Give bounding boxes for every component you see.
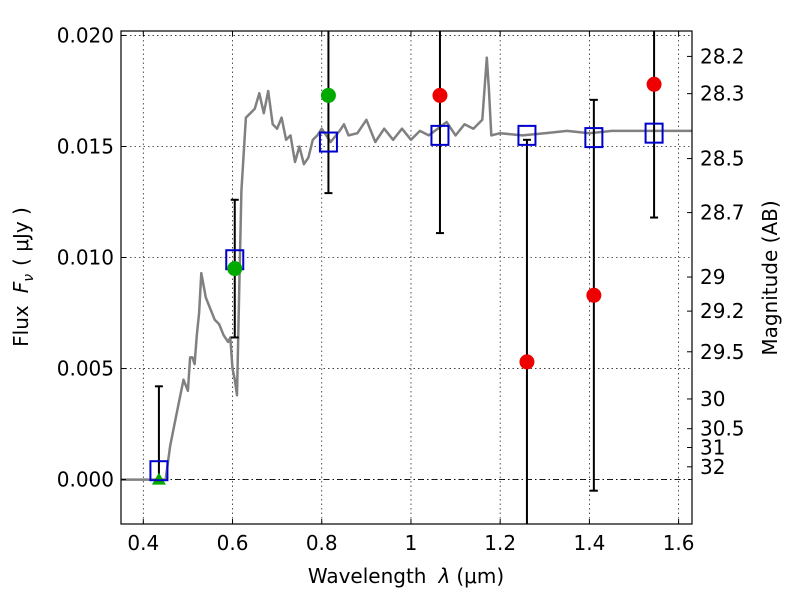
observed-flux-marker [432,87,448,103]
mag-tick-label: 31 [700,435,725,459]
mag-tick-label: 28.7 [700,201,745,225]
model-photometry-marker [149,460,169,482]
mag-tick-label: 32 [700,455,725,479]
y-tick-label: 0.020 [57,23,114,47]
mag-tick-label: 28.2 [700,44,745,68]
mag-tick-label: 28.5 [700,147,745,171]
y-tick-label: 0.010 [57,246,114,270]
upper-limit-marker [151,472,166,485]
y-tick-label: 0.015 [57,134,114,158]
x-tick-label: 0.6 [217,531,249,555]
model-photometry-marker [644,122,664,144]
y-tick-label: 0.000 [57,468,114,492]
y2-axis-label: Magnitude (AB) [758,200,782,355]
mag-tick-label: 29.2 [700,299,745,323]
observed-flux-marker [646,76,662,92]
x-tick-label: 1.6 [663,531,695,555]
axis-ticks: 0.4 0.6 0.8 1 1.2 1.4 1.6 0.000 0.005 0.010 0.015 0… [57,23,745,555]
x-tick-label: 1.2 [484,531,516,555]
observed-flux-marker [586,287,602,303]
model-photometry-marker [318,131,338,153]
observed-flux-marker [227,261,243,277]
model-spectrum-layer [121,56,692,481]
mag-tick-label: 30.5 [700,417,745,441]
mag-tick-label: 28.3 [700,82,745,106]
model-photometry-marker [517,124,537,146]
x-tick-label: 1 [405,531,418,555]
mag-tick-label: 30 [700,387,725,411]
observed-flux-marker [320,87,336,103]
grid [121,31,692,524]
x-tick-label: 0.4 [127,531,159,555]
y-tick-label: 0.005 [57,357,114,381]
y-axis-label: FluxFν( μJy ) [9,207,37,347]
x-tick-label: 1.4 [573,531,605,555]
x-axis-label: Wavelength λ (μm) [308,564,504,588]
error-bars [154,31,659,524]
data-points [149,76,664,485]
x-tick-label: 0.8 [306,531,338,555]
observed-flux-marker [519,354,535,370]
mag-tick-label: 29.5 [700,340,745,364]
model-photometry-marker [584,127,604,149]
model-spectrum-line [121,56,692,481]
model-photometry-marker [430,124,450,146]
mag-tick-label: 29 [700,265,725,289]
